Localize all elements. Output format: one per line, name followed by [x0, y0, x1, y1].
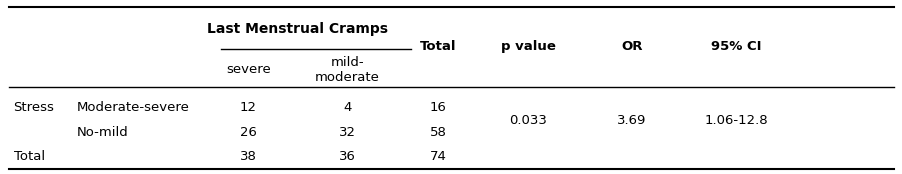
Text: 58: 58 — [429, 126, 446, 139]
Text: mild-
moderate: mild- moderate — [315, 56, 380, 84]
Text: 12: 12 — [240, 101, 256, 114]
Text: 32: 32 — [339, 126, 355, 139]
Text: 3.69: 3.69 — [617, 114, 646, 126]
Text: 26: 26 — [240, 126, 256, 139]
Text: Last Menstrual Cramps: Last Menstrual Cramps — [207, 22, 388, 36]
Text: OR: OR — [621, 41, 642, 53]
Text: Total: Total — [14, 150, 44, 163]
Text: severe: severe — [226, 63, 271, 76]
Text: 0.033: 0.033 — [509, 114, 547, 126]
Text: p value: p value — [501, 41, 555, 53]
Text: 38: 38 — [240, 150, 256, 163]
Text: Total: Total — [419, 41, 456, 53]
Text: 4: 4 — [343, 101, 352, 114]
Text: 16: 16 — [429, 101, 446, 114]
Text: 36: 36 — [339, 150, 355, 163]
Text: No-mild: No-mild — [77, 126, 128, 139]
Text: 74: 74 — [429, 150, 446, 163]
Text: Stress: Stress — [14, 101, 54, 114]
Text: Moderate-severe: Moderate-severe — [77, 101, 189, 114]
Text: 1.06-12.8: 1.06-12.8 — [704, 114, 767, 126]
Text: 95% CI: 95% CI — [710, 41, 760, 53]
